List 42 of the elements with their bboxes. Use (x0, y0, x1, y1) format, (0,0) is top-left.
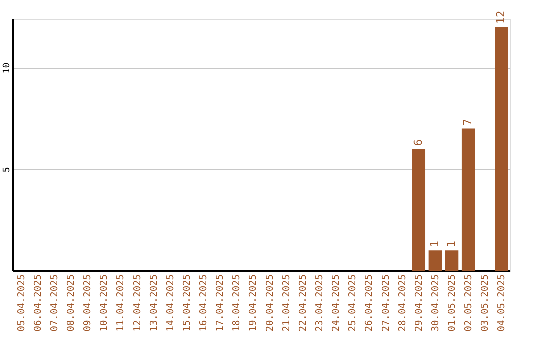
bar (462, 128, 476, 271)
bar (495, 27, 508, 271)
data-label: 12 (494, 10, 508, 24)
data-label: 6 (412, 139, 425, 146)
x-tick-label: 15.04.2025 (182, 274, 193, 332)
x-tick-label: 19.04.2025 (248, 274, 260, 332)
x-tick-label: 23.04.2025 (314, 274, 326, 332)
y-tick-label: 10 (2, 62, 12, 74)
x-tick-label: 21.04.2025 (281, 274, 292, 332)
x-tick-label: 26.04.2025 (364, 274, 376, 332)
x-tick-label: 01.05.2025 (447, 274, 458, 332)
x-tick-label: 24.04.2025 (331, 274, 342, 332)
x-tick-label: 07.04.2025 (49, 274, 60, 332)
x-tick-label: 22.04.2025 (298, 274, 309, 332)
x-tick-label: 12.04.2025 (132, 274, 144, 332)
bar (445, 250, 459, 271)
x-tick-label: 04.05.2025 (496, 274, 508, 332)
data-label: 1 (428, 241, 442, 248)
x-tick-label: 06.04.2025 (32, 274, 44, 332)
data-label: 7 (462, 119, 475, 126)
x-tick-label: 13.04.2025 (148, 274, 160, 332)
y-tick-label: 5 (2, 167, 12, 173)
x-tick-label: 02.05.2025 (464, 274, 475, 332)
x-tick-label: 03.05.2025 (480, 274, 492, 332)
x-tick-label: 30.04.2025 (430, 274, 442, 332)
x-tick-label: 11.04.2025 (116, 274, 127, 332)
x-tick-label: 14.04.2025 (165, 274, 176, 332)
x-tick-label: 27.04.2025 (380, 274, 392, 332)
data-label: 1 (445, 241, 458, 248)
x-tick-label: 17.04.2025 (215, 274, 226, 332)
x-tick-label: 28.04.2025 (397, 274, 408, 332)
x-tick-label: 16.04.2025 (198, 274, 210, 332)
x-tick-label: 09.04.2025 (82, 274, 94, 332)
x-tick-label: 29.04.2025 (414, 274, 425, 332)
x-tick-label: 20.04.2025 (264, 274, 276, 332)
bar (412, 149, 426, 271)
x-tick-label: 25.04.2025 (348, 274, 359, 332)
x-tick-label: 18.04.2025 (232, 274, 243, 332)
x-tick-label: 08.04.2025 (66, 274, 77, 332)
x-tick-label: 10.04.2025 (99, 274, 110, 332)
bar (428, 250, 442, 271)
x-tick-label: 05.04.2025 (16, 274, 28, 332)
